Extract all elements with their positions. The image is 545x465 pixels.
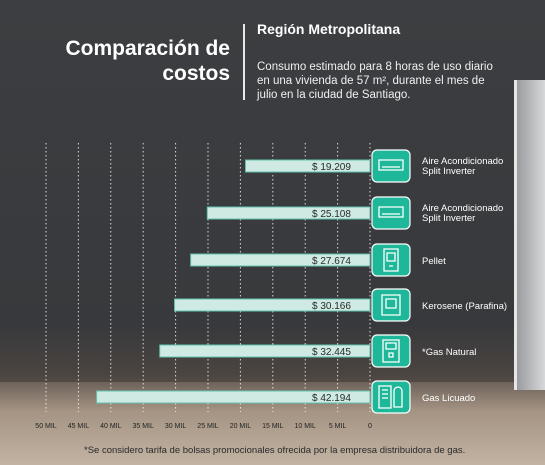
gas-heater-icon [371,334,411,368]
region-title: Región Metropolitana [257,21,401,37]
bar [174,298,371,312]
description-text: Consumo estimado para 8 horas de uso dia… [257,61,493,101]
kerosene-heater-icon [371,288,411,322]
header-divider [243,24,245,100]
background-door [514,80,545,390]
bar-value-label: $ 27.674 [312,256,351,267]
category-label: Gas Licuado [422,393,475,404]
tick-label: 35 MIL [132,423,154,430]
tick-label: 50 MIL [35,423,57,430]
tick-label: 5 MIL [329,423,347,430]
bar-value-label: $ 25.108 [312,209,351,220]
bar [96,390,371,404]
air-conditioner-icon-glyph [378,159,404,171]
tick-label: 30 MIL [165,423,187,430]
air-conditioner-icon [371,196,411,230]
tick-label: 10 MIL [294,423,316,430]
bar-value-label: $ 42.194 [312,393,351,404]
kerosene-heater-icon-glyph [381,294,401,316]
pellet-stove-icon-glyph [383,248,399,272]
category-label: *Gas Natural [422,347,476,358]
tick-label: 40 MIL [100,423,122,430]
gas-heater-icon-glyph [382,339,400,363]
category-label: Kerosene (Parafina) [422,301,507,312]
air-conditioner-icon [371,149,411,183]
bar [190,253,371,267]
tick-label: 0 [368,423,372,430]
gas-cylinder-icon-glyph [378,385,403,409]
bar [206,206,371,220]
footnote: *Se considero tarifa de bolsas promocion… [84,445,466,456]
bar [245,159,371,173]
tick-label: 45 MIL [68,423,90,430]
bar-value-label: $ 19.209 [312,162,351,173]
category-label: Pellet [422,256,446,267]
air-conditioner-icon-glyph [378,206,404,218]
tick-label: 20 MIL [230,423,252,430]
page-title: Comparación de costos [65,37,230,85]
tick-label: 15 MIL [262,423,284,430]
bar-value-label: $ 30.166 [312,301,351,312]
category-label: Aire Acondicionado Split Inverter [422,156,503,177]
category-label: Aire Acondicionado Split Inverter [422,203,503,224]
tick-label: 25 MIL [197,423,219,430]
bar-value-label: $ 32.445 [312,347,351,358]
pellet-stove-icon [371,243,411,277]
bar [159,344,371,358]
